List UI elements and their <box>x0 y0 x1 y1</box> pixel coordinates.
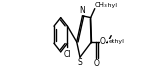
Text: N: N <box>80 6 85 15</box>
Text: CH₃: CH₃ <box>95 2 108 8</box>
Text: O: O <box>100 37 106 46</box>
Text: ethyl: ethyl <box>108 39 124 44</box>
Text: Cl: Cl <box>64 50 72 59</box>
Text: O: O <box>93 59 99 68</box>
Text: methyl: methyl <box>95 3 117 8</box>
Text: S: S <box>77 58 82 67</box>
